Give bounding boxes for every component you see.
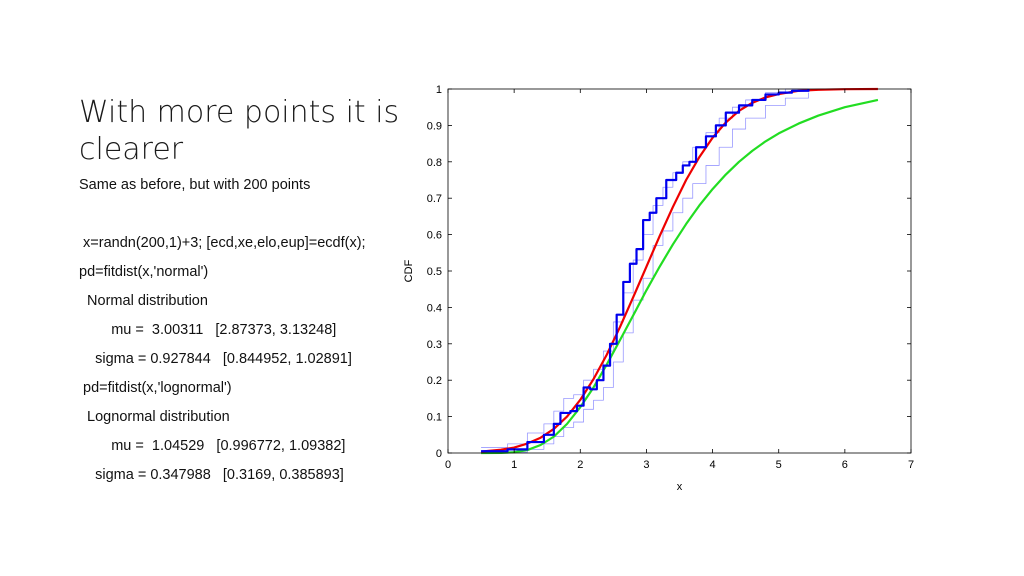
x-tick-label: 2 [577,459,583,471]
code-line: Normal distribution [79,293,208,309]
code-line: mu = 3.00311 [2.87373, 3.13248] [79,322,337,338]
series-line-normal [480,87,878,453]
code-line: mu = 1.04529 [0.996772, 1.09382] [79,438,346,454]
code-line: pd=fitdist(x,'normal') [79,264,209,280]
y-tick-label: 0.7 [427,193,442,205]
code-line: Lognormal distribution [79,409,230,425]
x-tick-label: 6 [842,459,848,471]
plot-frame [447,88,912,454]
slide-title: With more points it is clearer [79,95,400,167]
x-tick-label: 0 [445,459,451,471]
y-tick-label: 1 [436,84,442,96]
y-tick-label: 0.3 [427,339,442,351]
axis-ticks: 0 1 2 3 4 5 6 7 0 0.1 0.2 0.3 0.4 0.5 0.6 0.7 0.8 0.9 1 [427,84,914,471]
plot-series [480,87,879,455]
x-tick-label: 1 [511,459,517,471]
x-tick-label: 5 [776,459,782,471]
slide-subtitle: Same as before, but with 200 points [79,177,311,193]
code-line: sigma = 0.927844 [0.844952, 1.02891] [79,351,352,367]
y-tick-label: 0.8 [427,157,442,169]
y-tick-label: 0 [436,448,442,460]
code-line: sigma = 0.347988 [0.3169, 0.385893] [79,467,344,483]
y-tick-label: 0.1 [427,412,442,424]
y-tick-label: 0.5 [427,266,442,278]
series-line-bounds [481,92,809,454]
series-line-lognormal [481,98,879,455]
y-axis-label: CDF [403,259,415,282]
y-tick-label: 0.9 [427,120,442,132]
code-line: pd=fitdist(x,'lognormal') [79,380,232,396]
y-tick-label: 0.6 [427,230,442,242]
y-tick-label: 0.4 [427,302,442,314]
code-line: x=randn(200,1)+3; [ecd,xe,elo,eup]=ecdf(… [79,235,366,251]
y-tick-label: 0.2 [427,375,442,387]
x-tick-label: 4 [710,459,716,471]
x-tick-label: 3 [643,459,649,471]
x-axis-label: x [677,481,683,493]
x-tick-label: 7 [908,459,914,471]
series-line-empirical [481,89,810,453]
